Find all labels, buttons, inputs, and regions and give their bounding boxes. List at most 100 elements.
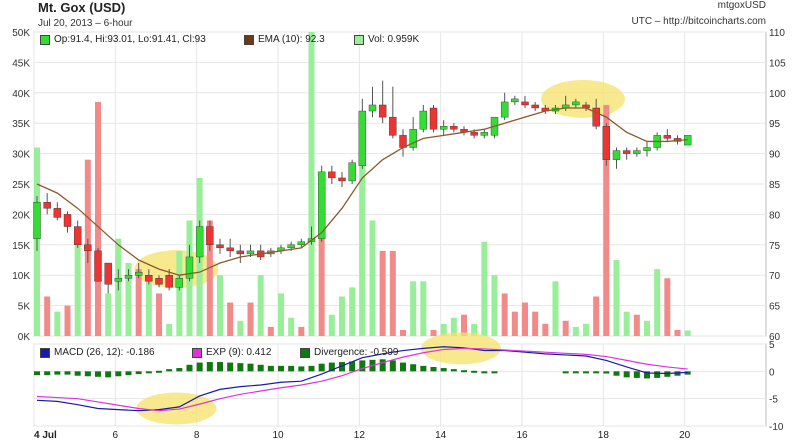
- volume-bar: [654, 269, 661, 336]
- candle-body: [134, 271, 143, 276]
- x-tick-label: 6: [113, 430, 119, 441]
- divergence-bar: [206, 362, 213, 372]
- volume-bar: [389, 250, 396, 336]
- candle-body: [531, 104, 539, 109]
- volume-bar: [267, 326, 274, 336]
- volume-bar: [95, 101, 101, 336]
- divergence-bar: [359, 360, 366, 372]
- volume-bar: [125, 263, 132, 336]
- volume-bar: [511, 311, 518, 336]
- legend-ohlc: Op:91.4, Hi:93.01, Lo:91.41, Cl:93: [40, 34, 206, 45]
- divergence-bar: [34, 371, 40, 376]
- legend-divergence-swatch: [300, 347, 310, 358]
- volume-bar: [308, 32, 315, 336]
- volume-bar: [339, 296, 345, 336]
- price-tick-label: 85: [769, 180, 781, 191]
- candle-body: [165, 275, 173, 288]
- divergence-bar: [288, 365, 295, 372]
- volume-bar: [400, 329, 406, 336]
- volume-tick-label: 0K: [18, 332, 31, 343]
- legend-macd-label: MACD (26, 12): -0.186: [54, 347, 155, 358]
- macd-line: [36, 346, 688, 412]
- divergence-bar: [644, 371, 650, 379]
- candle-body: [521, 101, 529, 106]
- price-tick-label: 70: [769, 271, 781, 282]
- candle-body: [33, 202, 41, 239]
- volume-bar: [633, 314, 640, 336]
- divergence-bar: [471, 370, 478, 373]
- volume-bar: [420, 281, 427, 336]
- divergence-bar: [633, 371, 640, 378]
- volume-bar: [603, 104, 610, 337]
- volume-bar: [217, 275, 223, 336]
- candle-body: [419, 110, 428, 130]
- volume-bar: [227, 302, 234, 336]
- divergence-bar: [257, 364, 264, 372]
- volume-tick-label: 10K: [12, 271, 30, 282]
- divergence-bar: [186, 364, 193, 372]
- divergence-bar: [196, 362, 203, 372]
- divergence-bar: [450, 369, 457, 372]
- divergence-bar: [247, 363, 254, 372]
- candle-body: [216, 244, 224, 249]
- divergence-bar: [491, 371, 498, 374]
- divergence-bar: [593, 371, 600, 374]
- divergence-bar: [237, 363, 244, 372]
- highlight-ellipse-macd: [136, 392, 217, 425]
- x-tick-label: 16: [516, 430, 528, 441]
- divergence-bar: [420, 365, 427, 372]
- volume-bar: [552, 281, 559, 336]
- volume-bar: [664, 278, 671, 336]
- divergence-bar: [135, 371, 142, 375]
- volume-tick-label: 35K: [12, 119, 30, 130]
- volume-bar: [623, 311, 630, 336]
- volume-bar: [562, 320, 569, 336]
- x-tick-label: 8: [194, 430, 200, 441]
- volume-tick-label: 30K: [12, 150, 30, 161]
- chart-subtitle: Jul 20, 2013 – 6-hour: [38, 18, 133, 29]
- legend-vol: Vol: 0.959K: [354, 34, 419, 45]
- symbol-label: mtgoxUSD: [717, 0, 766, 11]
- volume-bar: [74, 238, 81, 336]
- divergence-bar: [623, 371, 630, 378]
- x-tick-label: 12: [354, 430, 366, 441]
- candle-body: [612, 150, 621, 160]
- legend-ema: EMA (10): 92.3: [244, 34, 325, 45]
- candle-body: [358, 110, 367, 166]
- candle-body: [246, 250, 255, 255]
- volume-bar: [684, 330, 691, 336]
- volume-bar: [288, 317, 295, 336]
- candle-body: [368, 104, 377, 112]
- highlight-ellipse: [541, 79, 625, 118]
- divergence-bar: [400, 362, 406, 372]
- volume-bar: [176, 250, 183, 336]
- divergence-bar: [430, 366, 437, 372]
- candle-body: [317, 171, 326, 239]
- divergence-bar: [95, 371, 101, 377]
- divergence-bar: [440, 368, 447, 372]
- legend-ema-label: EMA (10): 92.3: [258, 34, 325, 45]
- macd-tick-label: 5: [769, 340, 775, 351]
- candle-body: [104, 262, 112, 285]
- divergence-bar: [217, 362, 223, 372]
- exp-line: [36, 347, 688, 412]
- candle-body: [480, 132, 489, 136]
- candle-body: [338, 177, 346, 182]
- volume-bar: [542, 323, 549, 336]
- divergence-bar: [278, 365, 284, 372]
- divergence-bar: [349, 361, 356, 372]
- macd-tick-label: -10: [769, 422, 784, 433]
- candle-body: [94, 250, 102, 282]
- volume-tick-label: 40K: [12, 89, 30, 100]
- divergence-bar: [267, 365, 274, 372]
- divergence-bar: [54, 371, 61, 375]
- volume-bar: [471, 323, 478, 336]
- x-tick-label: 20: [679, 430, 691, 441]
- divergence-bar: [572, 371, 579, 374]
- volume-bar: [318, 232, 325, 336]
- legend-ohlc-label: Op:91.4, Hi:93.01, Lo:91.41, Cl:93: [54, 34, 206, 45]
- volume-tick-label: 20K: [12, 210, 30, 221]
- divergence-bar: [105, 371, 112, 378]
- price-tick-label: 105: [769, 58, 786, 69]
